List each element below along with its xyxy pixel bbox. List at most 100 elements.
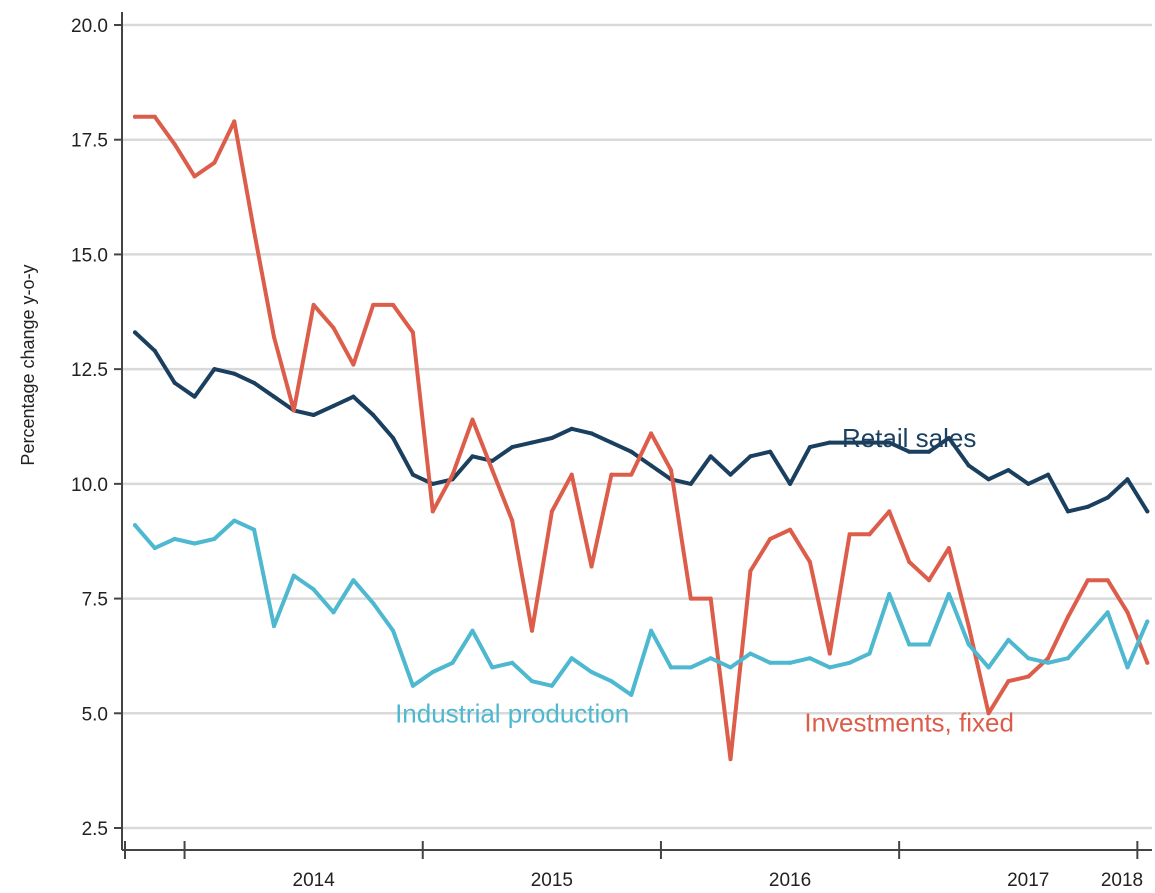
data-point xyxy=(728,757,733,762)
data-point xyxy=(788,527,793,532)
data-point xyxy=(768,660,773,665)
data-point xyxy=(549,435,554,440)
data-point xyxy=(887,509,892,514)
data-point xyxy=(490,458,495,463)
data-point xyxy=(172,142,177,147)
data-point xyxy=(688,481,693,486)
data-point xyxy=(589,669,594,674)
data-point xyxy=(907,449,912,454)
data-point xyxy=(232,371,237,376)
data-point xyxy=(927,642,931,647)
data-point xyxy=(1006,637,1011,642)
data-point xyxy=(748,651,753,656)
data-point xyxy=(946,591,951,596)
data-point xyxy=(807,445,812,450)
data-point xyxy=(927,449,931,454)
data-point xyxy=(212,367,217,372)
data-point xyxy=(847,660,852,665)
data-point xyxy=(450,660,455,665)
data-point xyxy=(589,564,594,569)
data-point xyxy=(1046,660,1051,665)
data-point xyxy=(1145,619,1150,624)
data-point xyxy=(708,454,713,459)
data-point xyxy=(450,472,455,477)
y-tick-label: 5.0 xyxy=(82,704,108,725)
data-point xyxy=(788,481,793,486)
data-point xyxy=(410,472,415,477)
x-tick-label: 2018 xyxy=(1101,870,1143,891)
data-point xyxy=(311,302,316,307)
data-point xyxy=(192,541,197,546)
data-point xyxy=(1125,477,1130,482)
data-point xyxy=(807,656,812,661)
data-point xyxy=(311,587,316,592)
data-point xyxy=(530,440,534,445)
data-point xyxy=(867,651,872,656)
data-point xyxy=(966,624,971,629)
data-point xyxy=(212,536,217,541)
data-point xyxy=(887,591,892,596)
data-point xyxy=(1026,481,1031,486)
data-point xyxy=(470,454,475,459)
y-tick-label: 17.5 xyxy=(71,131,108,152)
y-tick-label: 7.5 xyxy=(82,590,108,611)
series-label-industrial-production: Industrial production xyxy=(395,698,629,728)
data-point xyxy=(768,449,773,454)
data-point xyxy=(1046,656,1051,661)
data-point xyxy=(1145,660,1150,665)
data-point xyxy=(391,302,396,307)
data-point xyxy=(152,114,157,119)
data-point xyxy=(252,229,257,234)
data-point xyxy=(569,426,574,431)
data-point xyxy=(133,523,137,528)
data-point xyxy=(629,692,634,697)
x-axis: 2014 2015 2016 2017 2018 xyxy=(122,841,1152,891)
data-point xyxy=(410,683,415,688)
data-point xyxy=(867,532,872,537)
x-tick-label: 2016 xyxy=(769,870,811,891)
data-point xyxy=(966,463,971,468)
series-industrial-production xyxy=(133,518,1150,697)
data-point xyxy=(708,596,713,601)
data-point xyxy=(609,472,614,477)
data-point xyxy=(430,669,435,674)
data-point xyxy=(133,330,137,335)
data-point xyxy=(172,536,177,541)
y-tick-label: 20.0 xyxy=(71,16,108,37)
data-point xyxy=(927,578,931,583)
data-point xyxy=(609,440,614,445)
data-point xyxy=(728,472,733,477)
y-tick-label: 12.5 xyxy=(71,360,108,381)
data-point xyxy=(391,435,396,440)
data-point xyxy=(847,532,852,537)
data-point xyxy=(728,665,733,670)
data-point xyxy=(530,679,534,684)
data-point xyxy=(192,394,197,399)
data-point xyxy=(371,302,376,307)
gridlines xyxy=(122,23,1152,830)
data-point xyxy=(649,463,654,468)
data-point xyxy=(688,665,693,670)
x-tick-label: 2017 xyxy=(1007,870,1049,891)
data-point xyxy=(1006,679,1011,684)
data-point xyxy=(649,628,654,633)
data-point xyxy=(351,394,356,399)
data-point xyxy=(907,642,912,647)
series-investments-fixed xyxy=(133,114,1150,762)
data-point xyxy=(649,431,654,436)
data-point xyxy=(966,642,971,647)
data-point xyxy=(1006,468,1011,473)
data-point xyxy=(768,536,773,541)
data-point xyxy=(351,578,356,583)
data-point xyxy=(748,454,753,459)
data-point xyxy=(748,569,753,574)
data-point xyxy=(430,509,435,514)
data-point xyxy=(609,679,614,684)
series-line-investments-fixed xyxy=(133,114,1150,762)
data-point xyxy=(371,413,376,418)
data-point xyxy=(490,468,495,473)
data-point xyxy=(470,417,475,422)
data-point xyxy=(212,160,217,165)
data-point xyxy=(569,472,574,477)
